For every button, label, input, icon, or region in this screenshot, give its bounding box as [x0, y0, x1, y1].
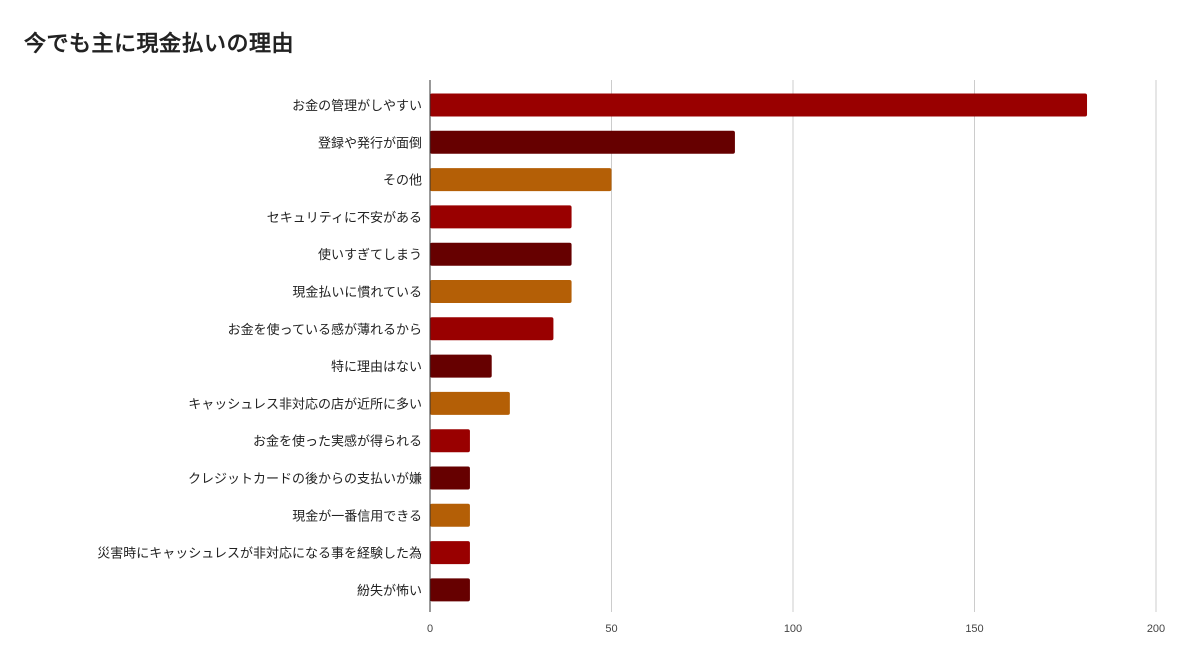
category-label: お金の管理がしやすい [292, 98, 422, 114]
category-label: キャッシュレス非対応の店が近所に多い [188, 396, 422, 412]
x-tick-label: 150 [965, 623, 983, 635]
bar [430, 130, 735, 154]
bar [430, 391, 510, 415]
gridlines [611, 80, 1157, 612]
category-label: 特に理由はない [331, 360, 422, 375]
category-label: お金を使っている感が薄れるから [228, 322, 422, 338]
category-label: 災害時にキャッシュレスが非対応になる事を経験した為 [97, 546, 422, 562]
bar [430, 280, 572, 303]
bar [430, 205, 572, 229]
x-tick-label: 200 [1147, 623, 1165, 635]
category-label: 使いすぎてしまう [318, 247, 422, 263]
bar [430, 503, 470, 527]
x-tick-label: 0 [427, 623, 433, 635]
category-label: クレジットカードの後からの支払いが嫌 [188, 472, 422, 487]
bar [430, 578, 470, 602]
category-label: その他 [383, 174, 422, 189]
bar [430, 429, 470, 453]
category-label: 登録や発行が面倒 [318, 136, 422, 151]
category-label: 現金払いに慣れている [292, 285, 422, 301]
x-tick-labels: 0 50 100 150 200 [427, 623, 1165, 635]
category-label: 紛失が怖い [357, 583, 422, 599]
chart-title: 今でも主に現金払いの理由 [24, 32, 295, 57]
bar [430, 317, 554, 341]
x-tick-label: 100 [784, 623, 802, 635]
bar [430, 168, 612, 192]
bar [430, 466, 470, 490]
category-label: お金を使った実感が得られる [253, 434, 422, 450]
x-tick-label: 50 [605, 623, 617, 635]
bar [430, 242, 572, 266]
bar [430, 541, 470, 565]
category-label: セキュリティに不安がある [267, 211, 422, 226]
bar [430, 354, 492, 378]
category-label: 現金が一番信用できる [292, 508, 422, 524]
bar [430, 93, 1088, 117]
bars [430, 93, 1088, 602]
category-labels: お金の管理がしやすい登録や発行が面倒その他セキュリティに不安がある使いすぎてしま… [97, 98, 422, 599]
